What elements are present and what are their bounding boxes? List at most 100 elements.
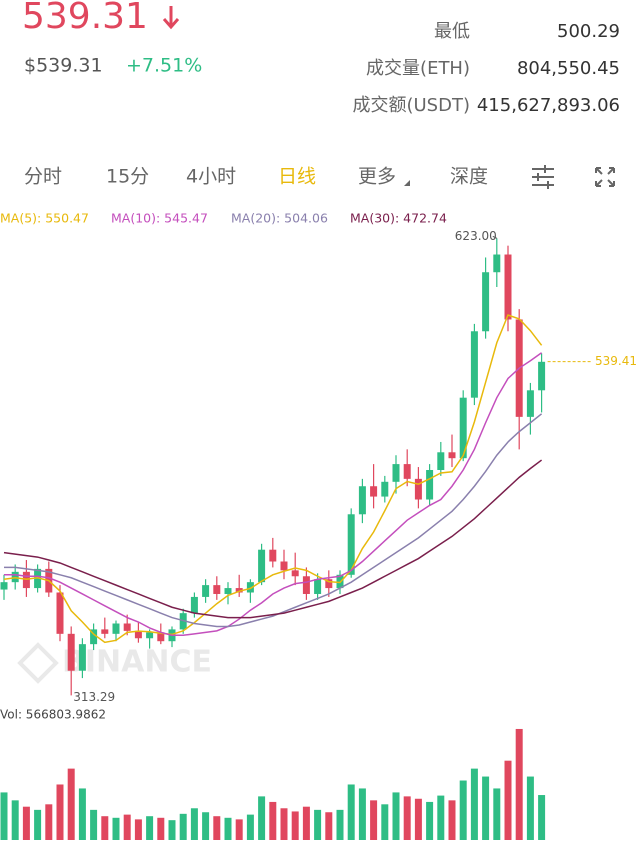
ma-line: [3, 459, 543, 619]
volume-bar: [45, 804, 53, 840]
candle-body: [414, 478, 422, 500]
stat-value: 804,550.45: [517, 58, 620, 79]
volume-bar: [134, 819, 142, 840]
candle-body: [302, 576, 310, 594]
volume-bar: [437, 795, 445, 840]
candle-body: [235, 588, 243, 593]
price-change: +7.51%: [126, 55, 202, 77]
watermark: BINANCE: [17, 642, 212, 684]
stat-value: 500.29: [557, 21, 620, 42]
price-usd: $539.31: [24, 55, 103, 77]
candle-body: [403, 464, 411, 479]
low-label: 313.29: [73, 690, 115, 704]
candle-body: [370, 486, 378, 497]
ma-legend: MA(30): 472.74: [350, 211, 447, 226]
volume-bar: [146, 816, 154, 840]
volume-bar: [504, 760, 512, 840]
volume-bar: [291, 811, 299, 840]
settings-icon[interactable]: [532, 165, 554, 189]
candle-body: [538, 361, 546, 391]
candle-body: [0, 582, 8, 590]
ma-legend: MA(10): 545.47: [111, 211, 208, 226]
candle-body: [78, 644, 86, 671]
volume-bar: [56, 784, 64, 840]
candle-body: [67, 633, 75, 671]
ma-line: [4, 352, 543, 637]
candle-body: [246, 582, 254, 593]
candle-body: [146, 632, 154, 639]
candle-body: [213, 585, 221, 594]
volume-bar: [112, 817, 120, 840]
ma-legend: MA(20): 504.06: [231, 211, 328, 226]
volume-bar: [381, 804, 389, 840]
volume-bar: [123, 814, 131, 840]
stat-label: 最低: [434, 21, 470, 42]
candle-body: [123, 623, 131, 631]
watermark-text: BINANCE: [62, 645, 212, 680]
candle-body: [157, 632, 165, 642]
volume-bar: [67, 768, 75, 840]
ma-line: [4, 413, 543, 628]
volume-bar: [235, 819, 243, 840]
volume-bar: [448, 800, 456, 840]
volume-bar: [426, 801, 434, 840]
last-price-label: 539.41: [595, 354, 637, 368]
volume-bar: [258, 796, 266, 840]
candle-body: [504, 254, 512, 320]
volume-bar: [470, 768, 478, 840]
candle-body: [381, 481, 389, 497]
candle-body: [347, 514, 355, 575]
tab[interactable]: 深度: [450, 166, 488, 188]
candle-body: [358, 486, 366, 515]
tab[interactable]: 4小时: [186, 166, 236, 188]
volume-bar: [370, 800, 378, 840]
candle-body: [314, 579, 322, 594]
volume-bar: [90, 809, 98, 840]
candle-body: [56, 592, 64, 634]
candle-body: [526, 390, 534, 417]
tab[interactable]: 15分: [106, 166, 149, 188]
high-label: 623.00: [455, 229, 497, 243]
candle-body: [448, 452, 456, 459]
volume-bar: [22, 806, 30, 840]
fullscreen-icon[interactable]: [595, 167, 615, 187]
volume-label: Vol: 566803.9862: [0, 708, 106, 722]
ma-legend: MA(5): 550.47: [0, 211, 89, 226]
stats: 最低 500.29 成交量(ETH) 804,550.45 成交额(USDT) 415,6…: [352, 21, 620, 116]
volume-bar: [336, 809, 344, 840]
candle-body: [291, 570, 299, 577]
volume-bar: [459, 780, 467, 840]
candle-body: [493, 254, 501, 273]
volume-bar: [11, 800, 19, 840]
tab[interactable]: 更多: [358, 166, 396, 188]
volume-bar: [190, 808, 198, 840]
volume-bar: [482, 776, 490, 840]
candle-body: [269, 549, 277, 562]
volume-bar: [280, 808, 288, 840]
stat-label: 成交额(USDT): [352, 95, 470, 116]
volume-bar: [224, 817, 232, 840]
volume-bar: [202, 812, 210, 840]
candle-body: [459, 397, 467, 459]
candle-body: [224, 588, 232, 594]
volume-bar: [403, 796, 411, 840]
volume-bar: [392, 792, 400, 840]
candle-body: [325, 579, 333, 589]
tab[interactable]: 日线: [278, 166, 316, 188]
volume-bar: [493, 788, 501, 840]
candle-body: [112, 623, 120, 634]
tab[interactable]: 分时: [24, 166, 62, 188]
high-pointer: [492, 235, 498, 239]
volume-bar: [347, 784, 355, 840]
candle-body: [101, 629, 109, 634]
volume-bar: [179, 813, 187, 840]
volume-bar: [414, 798, 422, 840]
candle-body: [470, 331, 478, 398]
volume-bar: [358, 788, 366, 840]
candlestick-chart: MA(5): 550.47 MA(10): 545.47 MA(20): 504.0…: [0, 211, 637, 840]
volume-bar: [78, 788, 86, 840]
ma-line: [3, 314, 543, 644]
candle-body: [190, 596, 198, 614]
